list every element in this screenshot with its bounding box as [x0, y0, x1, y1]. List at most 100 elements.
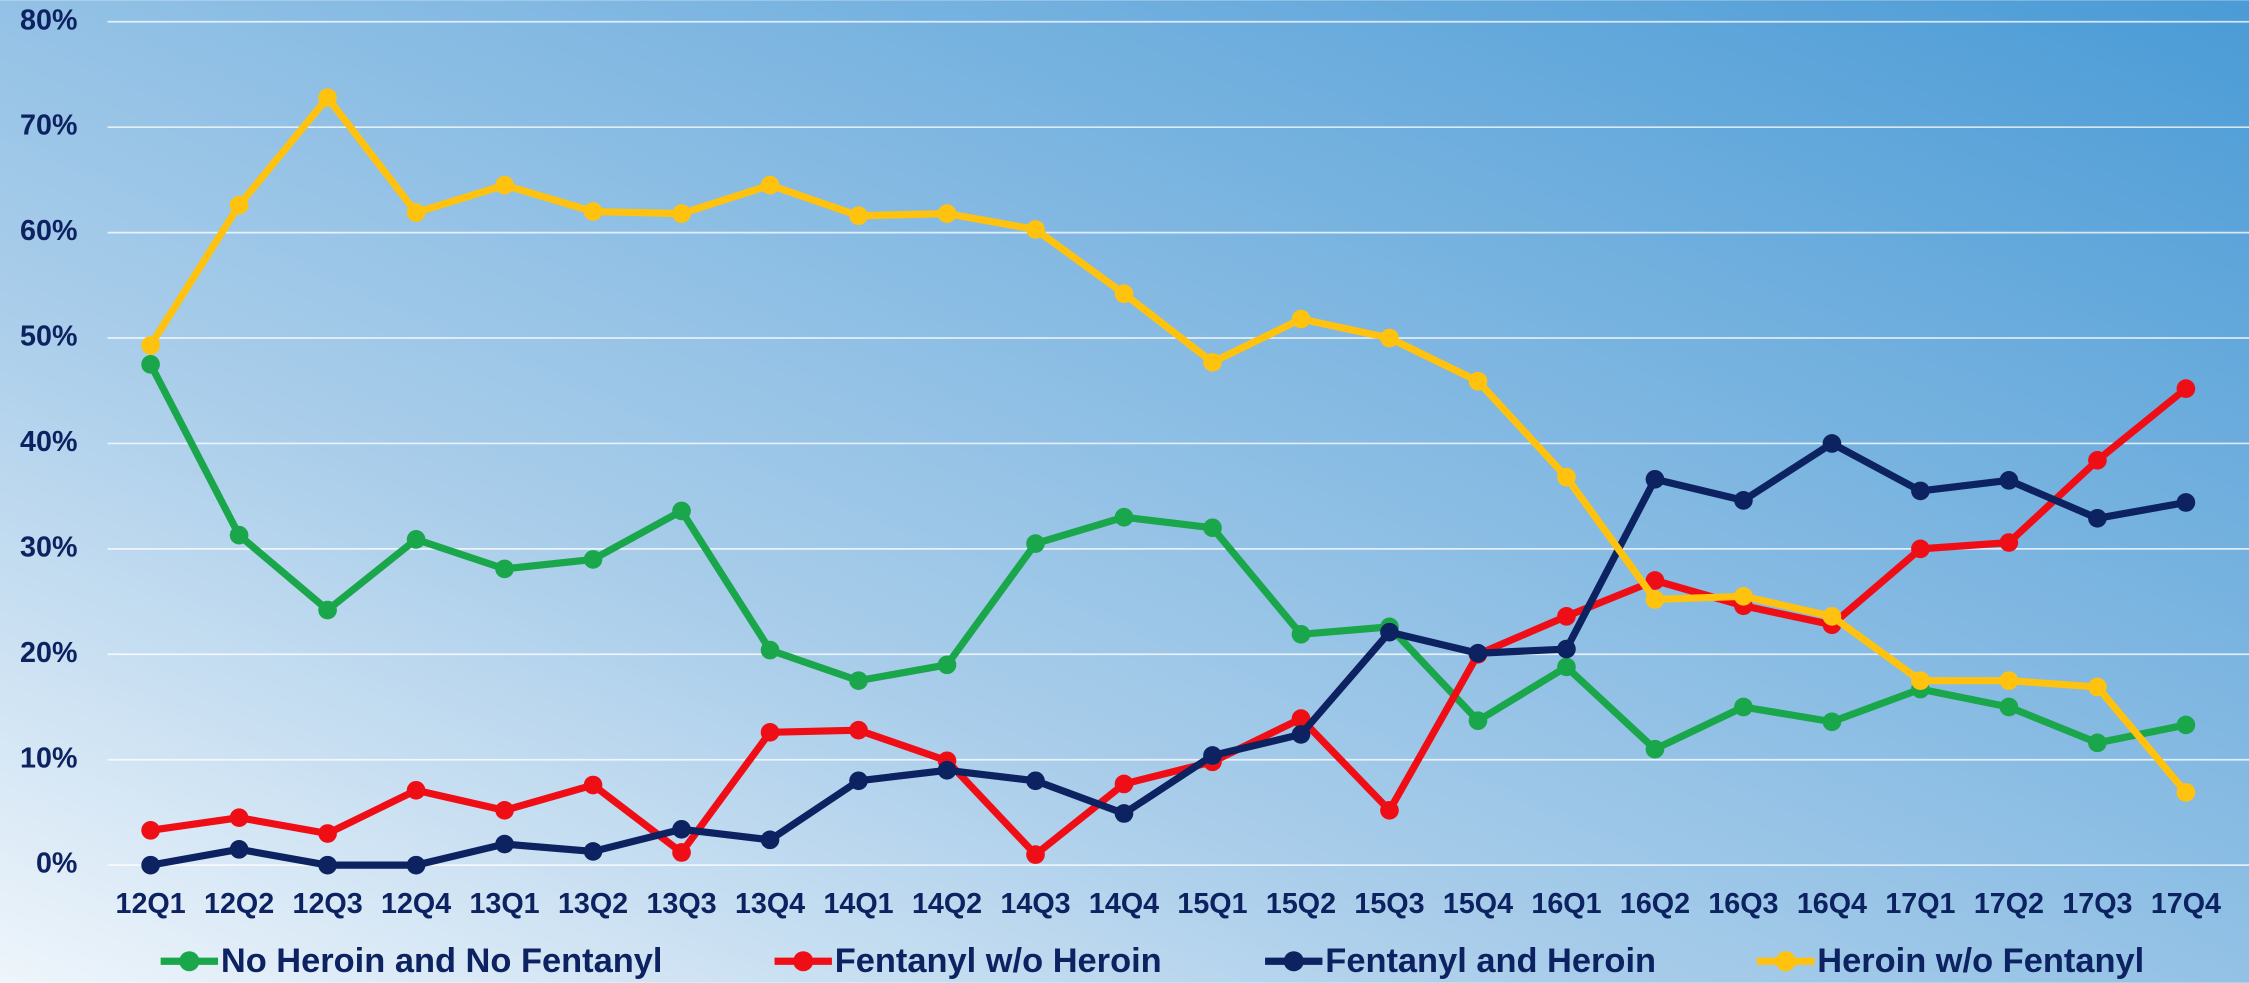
y-tick-label: 10%: [20, 742, 77, 774]
data-point: [583, 842, 603, 861]
data-point: [1026, 220, 1045, 239]
data-point: [760, 640, 780, 660]
data-point: [495, 834, 514, 854]
legend-swatch-dot: [1283, 951, 1304, 972]
data-point: [937, 655, 957, 675]
data-point: [318, 88, 337, 107]
x-tick-label: 12Q1: [116, 888, 186, 920]
data-point: [1380, 622, 1399, 642]
data-point: [2088, 508, 2107, 528]
x-tick-label: 17Q1: [1885, 888, 1955, 920]
data-point: [1291, 624, 1311, 644]
x-tick-label: 16Q2: [1620, 888, 1690, 920]
x-tick-label: 17Q3: [2062, 888, 2132, 920]
data-point: [2176, 379, 2196, 398]
legend-label: Fentanyl and Heroin: [1325, 942, 1656, 980]
data-point: [672, 819, 691, 839]
data-point: [1468, 711, 1488, 731]
data-point: [849, 720, 868, 740]
y-tick-label: 50%: [20, 321, 77, 353]
data-point: [1734, 586, 1753, 606]
y-tick-label: 40%: [20, 426, 77, 458]
data-point: [495, 559, 514, 579]
data-point: [1557, 607, 1576, 626]
data-point: [1822, 712, 1842, 732]
data-point: [141, 821, 160, 840]
data-point: [141, 336, 160, 355]
data-point: [1203, 518, 1222, 538]
x-tick-label: 15Q1: [1177, 888, 1247, 920]
data-point: [2088, 450, 2107, 470]
data-point: [1026, 534, 1045, 553]
data-point: [849, 671, 868, 690]
data-point: [1380, 328, 1399, 348]
data-point: [1911, 671, 1930, 690]
y-tick-label: 80%: [20, 4, 77, 36]
data-point: [406, 855, 426, 875]
data-point: [1026, 771, 1045, 791]
data-point: [229, 525, 249, 545]
data-point: [672, 501, 691, 521]
legend-label: Heroin w/o Fentanyl: [1817, 942, 2144, 980]
legend-swatch-dot: [179, 951, 200, 972]
data-point: [318, 855, 337, 875]
data-point: [1999, 533, 2019, 552]
data-point: [1291, 709, 1311, 728]
data-point: [141, 855, 160, 875]
data-point: [2176, 715, 2196, 735]
data-point: [2088, 733, 2107, 753]
x-tick-label: 14Q2: [912, 888, 982, 920]
data-point: [1114, 507, 1134, 527]
data-point: [1114, 284, 1134, 304]
data-point: [1999, 471, 2019, 490]
data-point: [495, 175, 514, 195]
data-point: [1026, 845, 1045, 864]
x-tick-label: 16Q3: [1708, 888, 1778, 920]
series-line: [147, 94, 2189, 795]
data-point: [1645, 571, 1665, 590]
data-point: [1911, 481, 1930, 501]
data-point: [672, 843, 691, 862]
data-point: [1557, 657, 1576, 677]
data-point: [406, 530, 426, 549]
x-tick-label: 16Q1: [1531, 888, 1601, 920]
legend-label: No Heroin and No Fentanyl: [221, 942, 663, 980]
legend-swatch-dot: [793, 951, 814, 972]
data-point: [849, 771, 868, 791]
data-point: [318, 600, 337, 620]
data-point: [2088, 677, 2107, 697]
data-point: [1822, 434, 1842, 453]
x-tick-label: 12Q2: [204, 888, 274, 920]
data-point: [2176, 493, 2196, 512]
x-tick-label: 15Q4: [1443, 888, 1513, 920]
data-point: [583, 775, 603, 795]
series-line: [149, 439, 2187, 869]
data-point: [1999, 671, 2019, 690]
data-point: [1203, 352, 1222, 372]
data-point: [1999, 697, 2019, 717]
data-point: [318, 824, 337, 843]
y-tick-label: 60%: [20, 215, 77, 247]
data-point: [229, 808, 249, 828]
data-point: [1734, 491, 1753, 510]
data-point: [1114, 804, 1134, 823]
series-line: [147, 362, 2187, 753]
data-point: [1645, 590, 1665, 609]
data-point: [229, 840, 249, 859]
data-point: [406, 203, 426, 222]
data-point: [1645, 739, 1665, 759]
data-point: [1291, 725, 1311, 744]
data-point: [495, 800, 514, 820]
x-tick-label: 12Q3: [293, 888, 363, 920]
data-point: [2176, 783, 2196, 802]
data-point: [1380, 800, 1399, 820]
data-point: [1557, 639, 1576, 659]
y-tick-label: 30%: [20, 531, 77, 563]
data-point: [1203, 746, 1222, 765]
legend-label: Fentanyl w/o Heroin: [835, 942, 1162, 980]
data-point: [141, 355, 160, 374]
x-tick-label: 13Q2: [558, 888, 628, 920]
x-tick-label: 14Q4: [1089, 888, 1159, 920]
data-point: [1114, 774, 1134, 794]
